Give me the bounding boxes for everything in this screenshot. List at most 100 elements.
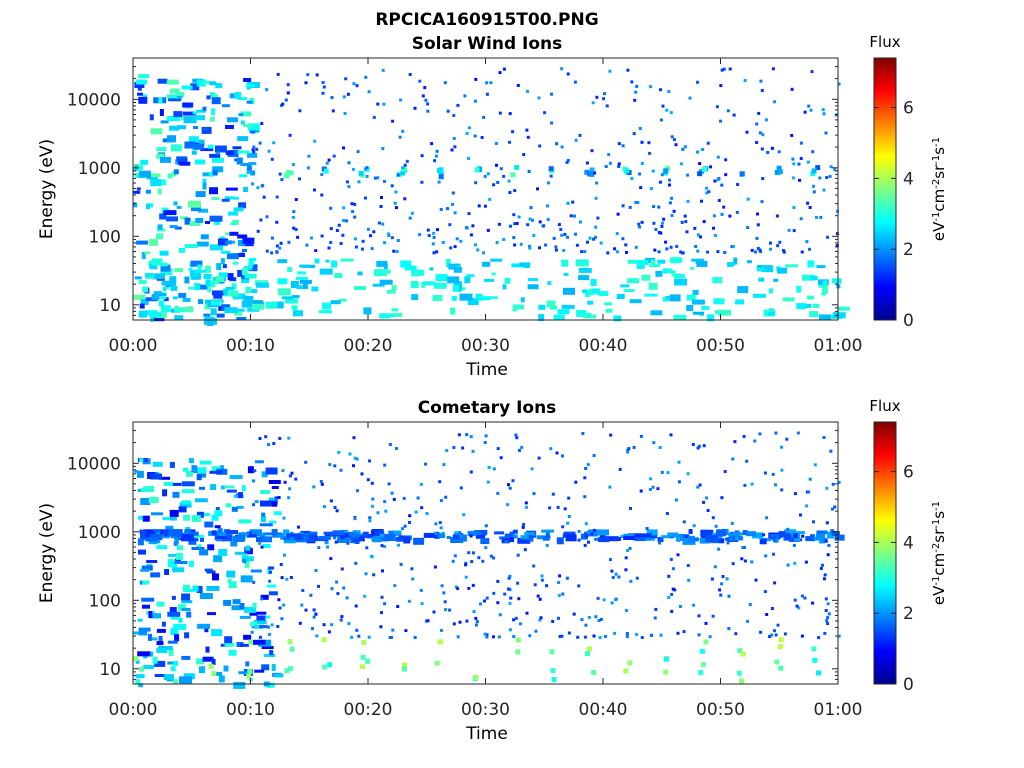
heatmap-cell xyxy=(209,116,215,122)
x-tick-label: 00:40 xyxy=(579,700,628,720)
heatmap-cell xyxy=(136,187,141,191)
heatmap-cell xyxy=(504,540,508,544)
heatmap-cell xyxy=(327,662,333,668)
heatmap-cell xyxy=(403,524,407,528)
heatmap-cell xyxy=(329,241,333,244)
heatmap-cell xyxy=(598,636,602,640)
heatmap-cell xyxy=(758,131,762,135)
heatmap-cell xyxy=(515,304,525,310)
colorbar-tick-label: 0 xyxy=(903,311,914,331)
heatmap-cell xyxy=(156,641,164,646)
heatmap-cell xyxy=(193,126,198,129)
heatmap-cell xyxy=(536,187,539,191)
heatmap-cell xyxy=(504,533,512,539)
heatmap-cell xyxy=(245,545,251,551)
heatmap-cell xyxy=(765,516,769,520)
heatmap-cell xyxy=(508,574,512,578)
heatmap-cell xyxy=(271,486,279,489)
heatmap-cell xyxy=(793,598,797,602)
heatmap-cell xyxy=(136,79,148,85)
heatmap-cell xyxy=(145,310,158,316)
x-axis: 00:00 00:10 00:20 00:30 00:40 00:50 01:00 xyxy=(109,422,863,720)
heatmap-cell xyxy=(528,246,532,250)
heatmap-cell xyxy=(509,224,512,228)
heatmap-cell xyxy=(197,623,211,629)
heatmap-cell xyxy=(640,140,644,144)
heatmap-cell xyxy=(218,238,228,246)
heatmap-cell xyxy=(527,284,539,290)
heatmap-cell xyxy=(696,249,700,253)
heatmap-cell xyxy=(616,250,619,254)
heatmap-cell xyxy=(688,529,693,534)
heatmap-cell xyxy=(240,163,251,166)
heatmap-cell xyxy=(499,167,503,171)
heatmap-cell xyxy=(238,671,248,675)
heatmap-cell xyxy=(719,84,723,88)
heatmap-cell xyxy=(432,251,436,255)
heatmap-cell xyxy=(183,467,188,472)
heatmap-cell xyxy=(554,245,558,249)
heatmap-cell xyxy=(817,636,821,640)
x-tick-label: 00:20 xyxy=(344,700,393,720)
colorbar-gradient xyxy=(873,421,897,685)
heatmap-cell xyxy=(156,147,167,152)
heatmap-cell xyxy=(528,634,532,638)
heatmap-cell xyxy=(549,447,553,451)
heatmap-cell xyxy=(800,250,804,254)
heatmap-cell xyxy=(475,620,479,624)
heatmap-cell xyxy=(700,662,706,668)
heatmap-cell xyxy=(327,158,331,162)
heatmap-cell xyxy=(399,98,403,102)
x-tick-label: 00:10 xyxy=(226,700,275,720)
heatmap-cell xyxy=(798,178,802,182)
heatmap-cell xyxy=(589,171,595,177)
heatmap-cell xyxy=(194,538,199,542)
heatmap-cell xyxy=(172,567,185,573)
heatmap-cell xyxy=(441,241,445,244)
heatmap-cell xyxy=(436,228,439,232)
heatmap-cell xyxy=(557,223,561,227)
heatmap-cell xyxy=(648,151,652,155)
heatmap-cell xyxy=(241,532,250,536)
heatmap-cell xyxy=(778,665,784,671)
heatmap-cell xyxy=(634,90,638,94)
heatmap-cell xyxy=(663,168,669,174)
heatmap-cell xyxy=(457,433,461,437)
heatmap-cell xyxy=(630,80,634,84)
heatmap-cell xyxy=(545,543,549,547)
heatmap-cell xyxy=(224,485,235,489)
heatmap-cell xyxy=(330,96,334,100)
heatmap-cell xyxy=(768,288,773,294)
heatmap-cell xyxy=(304,460,308,464)
heatmap-cell xyxy=(516,581,520,585)
heatmap-cell xyxy=(728,67,732,71)
heatmap-cell xyxy=(287,496,291,500)
heatmap-cell xyxy=(591,288,600,294)
heatmap-cell xyxy=(558,574,562,578)
heatmap-cell xyxy=(696,80,699,84)
heatmap-cell xyxy=(713,298,725,305)
heatmap-cell xyxy=(670,214,674,217)
heatmap-cell xyxy=(402,496,406,500)
heatmap-cell xyxy=(592,528,596,532)
heatmap-cell xyxy=(550,305,557,310)
heatmap-cell xyxy=(232,599,241,605)
heatmap-cell xyxy=(164,569,170,575)
heatmap-cell xyxy=(835,232,839,236)
heatmap-cell xyxy=(696,485,700,489)
heatmap-cell xyxy=(485,596,489,600)
heatmap-cell xyxy=(482,115,486,119)
heatmap-cell xyxy=(211,658,216,665)
heatmap-cell xyxy=(807,104,811,108)
heatmap-cell xyxy=(343,111,347,115)
heatmap-cell xyxy=(727,262,734,267)
heatmap-cell xyxy=(279,563,283,566)
heatmap-cell xyxy=(275,244,279,248)
heatmap-cell xyxy=(237,269,244,277)
heatmap-cell xyxy=(603,92,606,96)
heatmap-cell xyxy=(443,81,447,85)
heatmap-cell xyxy=(292,226,296,230)
heatmap-cell xyxy=(260,545,264,549)
heatmap-cell xyxy=(262,195,266,199)
heatmap-cell xyxy=(364,196,367,200)
